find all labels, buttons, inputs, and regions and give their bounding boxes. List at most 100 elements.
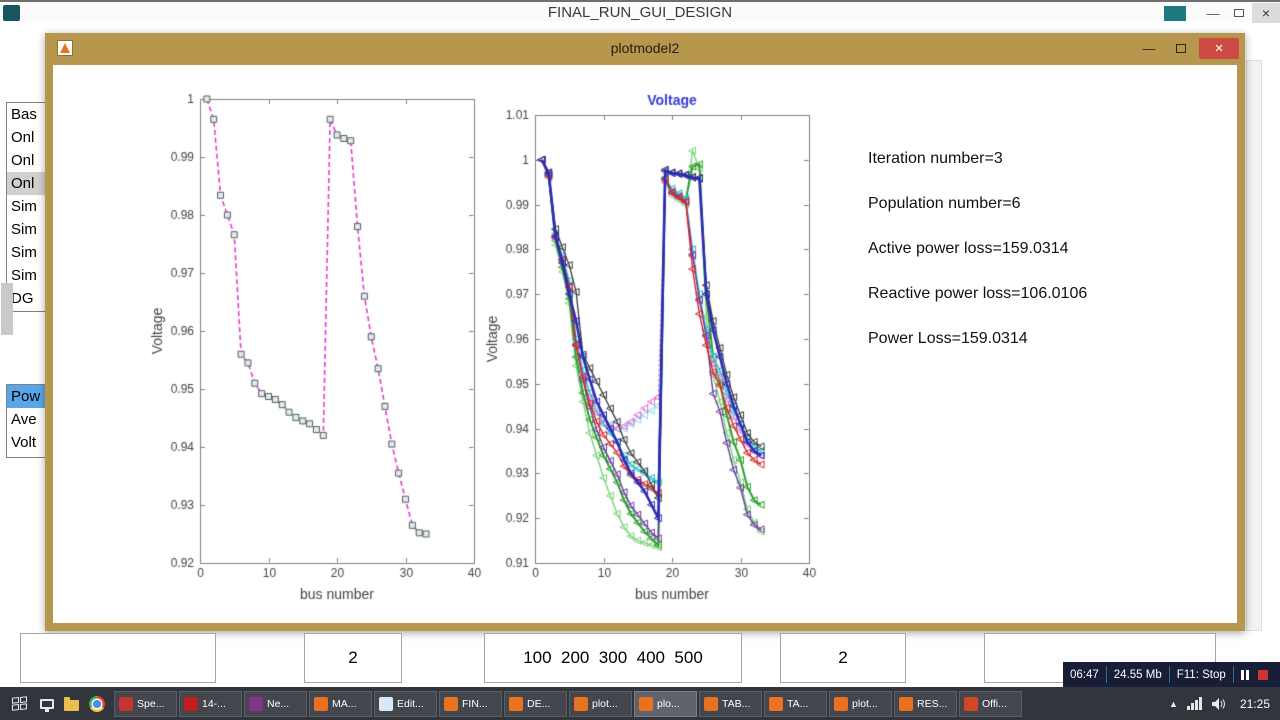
start-button[interactable] [0,687,38,720]
list-item[interactable]: Volt [11,434,37,451]
stop-icon[interactable] [1257,669,1268,680]
close-button[interactable]: × [1252,3,1280,23]
tray-expand-icon[interactable]: ▲ [1169,698,1178,709]
matlab-figure-icon [769,696,783,711]
input-field-3[interactable] [484,633,742,683]
taskbar-clock[interactable]: 21:25 [1239,696,1270,711]
system-tray: ▲ 21:25 [1169,687,1280,720]
maximize-button[interactable] [1167,38,1195,59]
pdf-icon [184,696,198,711]
maximize-button[interactable] [1226,4,1252,23]
recorder-time: 06:47 [1070,668,1099,681]
taskbar-button[interactable]: TAB... [699,690,762,717]
chrome-icon[interactable] [89,695,105,712]
taskbar-button-label: Offi... [982,697,1007,710]
outer-window-titlebar: FINAL_RUN_GUI_DESIGN — × [0,0,1280,24]
taskbar-button[interactable]: plot... [569,690,632,717]
info-line: Iteration number=3 [868,150,1003,167]
plotmodel2-window: plotmodel2 — × Iteration number=3 Populat… [45,33,1245,631]
minimize-button[interactable]: — [1142,41,1156,56]
taskbar-button-label: DE... [527,697,551,710]
plotmodel2-controls: — × [1135,38,1239,59]
list-item[interactable]: Onl [11,152,35,169]
vertical-scrollbar[interactable] [1246,60,1262,631]
taskbar-button[interactable]: MA... [309,690,372,717]
taskbar-button[interactable]: FIN... [439,690,502,717]
results-info-panel: Iteration number=3 Population number=6 Act… [868,150,1228,375]
taskbar-button-label: FIN... [462,697,488,710]
matlab-figure-icon [509,696,523,711]
folder-icon[interactable] [64,696,79,711]
taskbar-button-label: plo... [657,697,680,710]
network-icon[interactable] [1186,697,1202,710]
list-item[interactable]: Sim [11,221,37,238]
list-item[interactable]: Sim [11,198,37,215]
list-item[interactable]: Ave [11,411,37,428]
list-item[interactable]: Sim [11,267,37,284]
info-line: Population number=6 [868,195,1021,212]
list-item[interactable]: Onl [11,129,35,146]
taskbar-button[interactable]: Offi... [959,690,1022,717]
desktop-icon[interactable] [40,698,54,712]
list-item[interactable]: Bas [11,106,37,123]
screen-recorder-overlay: 06:47 24.55 Mb F11: Stop [1063,662,1280,687]
pause-icon[interactable] [1232,666,1256,683]
taskbar-button-label: Edit... [397,697,424,710]
scrollbar-thumb[interactable] [1,283,13,335]
taskbar-button[interactable]: Spe... [114,690,177,717]
plotmodel2-titlebar[interactable]: plotmodel2 — × [45,33,1245,65]
close-button[interactable]: × [1199,38,1239,59]
list-item[interactable]: DG [11,290,34,307]
outer-window-title: FINAL_RUN_GUI_DESIGN [547,4,733,21]
taskbar-button[interactable]: TA... [764,690,827,717]
taskbar-button[interactable]: Ne... [244,690,307,717]
input-field-1[interactable] [20,633,216,683]
list-item[interactable]: Sim [11,244,37,261]
figure-canvas-area: Iteration number=3 Population number=6 Act… [53,65,1237,623]
taskbar: Spe... 14-... Ne... MA... Edit... FIN... DE...… [0,687,1280,720]
pinned-icons [38,695,113,712]
recorder-file-size: 24.55 Mb [1105,666,1169,683]
info-line: Reactive power loss=106.0106 [868,285,1088,302]
powerpoint-icon [964,696,978,711]
taskbar-button-label: plot... [852,697,878,710]
matlab-figure-icon [444,696,458,711]
matlab-figure-icon [639,696,653,711]
volume-icon[interactable] [1211,697,1227,711]
minimize-button[interactable]: — [1206,5,1220,21]
onenote-icon [249,696,263,711]
taskbar-button[interactable]: plo... [634,690,697,717]
editor-icon [379,696,393,711]
taskbar-button[interactable]: Edit... [374,690,437,717]
taskbar-button[interactable]: plot... [829,690,892,717]
taskbar-button-label: 14-... [202,697,226,710]
input-field-4[interactable] [780,633,906,683]
matlab-logo-icon [60,43,70,53]
right-voltage-chart [483,87,823,607]
windows-logo-icon [11,696,27,711]
speccy-icon [119,696,133,711]
matlab-figure-icon [899,696,913,711]
maximize-icon [1234,9,1244,17]
outer-window-controls: — × [1164,2,1280,24]
matlab-figure-icon [574,696,588,711]
taskbar-button-label: Spe... [137,697,165,710]
recorder-hotkey: F11: Stop [1168,666,1233,683]
taskbar-button-label: MA... [332,697,357,710]
input-field-2[interactable] [304,633,402,683]
plotmodel2-title: plotmodel2 [610,40,680,56]
left-voltage-chart [148,87,488,607]
taskbar-button-label: Ne... [267,697,290,710]
matlab-figure-icon [57,40,73,56]
taskbar-button[interactable]: 14-... [179,690,242,717]
taskbar-button-label: TA... [787,697,809,710]
taskbar-button[interactable]: RES... [894,690,957,717]
taskbar-button-label: plot... [592,697,618,710]
taskbar-button[interactable]: DE... [504,690,567,717]
matlab-figure-icon [834,696,848,711]
taskbar-button-label: TAB... [722,697,751,710]
info-line: Power Loss=159.0314 [868,330,1028,347]
maximize-icon [1176,44,1186,53]
recorder-badge-icon [1164,5,1186,21]
